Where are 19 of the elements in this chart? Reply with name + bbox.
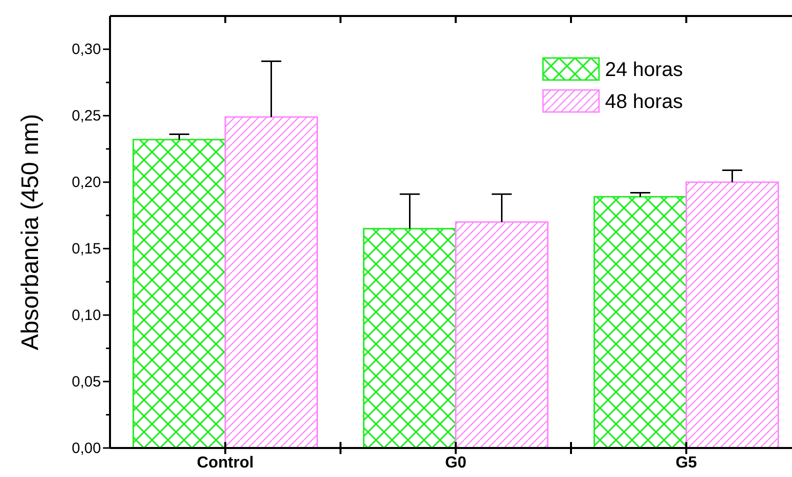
legend-label: 48 horas	[605, 91, 683, 113]
bar	[132, 138, 226, 449]
y-tick-label: 0,20	[72, 174, 101, 191]
bar	[594, 196, 687, 449]
bar	[686, 181, 779, 449]
bar	[455, 221, 548, 449]
x-tick-label: G0	[445, 454, 467, 472]
y-tick-label: 0,05	[72, 373, 101, 390]
bar	[363, 228, 456, 449]
x-tick-label: Control	[196, 454, 254, 472]
y-axis-title: Absorbancia (450 nm)	[17, 114, 44, 350]
y-tick-label: 0,00	[72, 440, 101, 457]
legend-label: 24 horas	[605, 59, 683, 81]
y-tick-label: 0,25	[72, 107, 101, 124]
x-tick-label: G5	[676, 454, 698, 472]
y-tick-label: 0,10	[72, 306, 101, 324]
y-tick-label: 0,30	[72, 41, 101, 58]
y-tick-label: 0,15	[72, 240, 101, 258]
bar	[224, 116, 318, 449]
